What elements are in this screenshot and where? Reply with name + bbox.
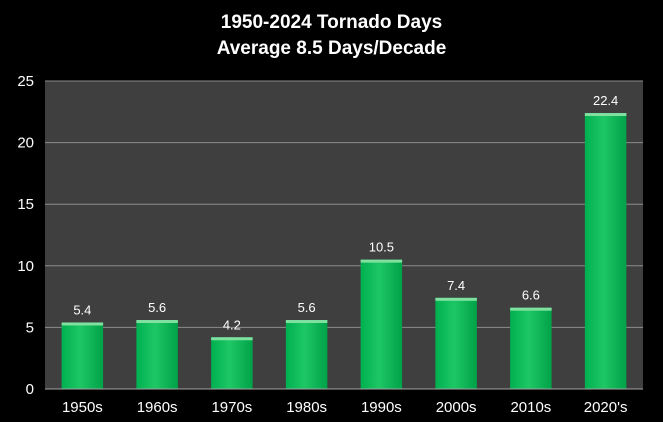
bar-2000s <box>435 297 477 389</box>
x-tick-label: 1960s <box>137 399 178 416</box>
x-tick-label: 2020's <box>584 399 628 416</box>
bar-top-highlight <box>61 322 104 326</box>
bar-1950s <box>61 322 104 389</box>
bar-2020's <box>584 113 627 390</box>
y-tick-label: 10 <box>17 258 34 275</box>
data-label: 5.6 <box>148 300 166 315</box>
bar-top-highlight <box>211 337 253 341</box>
data-label: 5.4 <box>73 302 91 317</box>
x-tick-label: 2010s <box>510 399 551 416</box>
bar-top-highlight <box>136 320 178 324</box>
data-label: 4.2 <box>223 317 241 332</box>
x-tick-label: 1990s <box>361 399 402 416</box>
bar-top-highlight <box>435 297 477 301</box>
data-label: 7.4 <box>447 278 465 293</box>
bar-top-highlight <box>510 307 552 311</box>
bar-top-highlight <box>584 113 627 117</box>
y-tick-label: 25 <box>17 73 34 90</box>
y-tick-label: 0 <box>26 381 34 398</box>
bar-1990s <box>360 259 403 389</box>
data-label: 22.4 <box>593 93 618 108</box>
y-tick-label: 5 <box>26 319 34 336</box>
y-tick-label: 15 <box>17 196 34 213</box>
bar-top-highlight <box>360 259 403 263</box>
chart-subtitle: Average 8.5 Days/Decade <box>216 38 447 59</box>
x-tick-label: 2000s <box>436 399 477 416</box>
chart-title: 1950-2024 Tornado Days <box>220 12 443 33</box>
bar-1970s <box>211 337 253 389</box>
x-tick-label: 1980s <box>286 399 327 416</box>
bar-1980s <box>285 320 328 389</box>
bar-1960s <box>136 320 178 389</box>
bar-2010s <box>510 307 552 389</box>
plot-background <box>45 81 643 389</box>
data-label: 6.6 <box>522 288 540 303</box>
data-label: 10.5 <box>369 240 394 255</box>
x-tick-label: 1950s <box>62 399 103 416</box>
x-tick-label: 1970s <box>211 399 252 416</box>
data-label: 5.6 <box>298 300 316 315</box>
y-tick-label: 20 <box>17 135 34 152</box>
bar-top-highlight <box>285 320 328 324</box>
